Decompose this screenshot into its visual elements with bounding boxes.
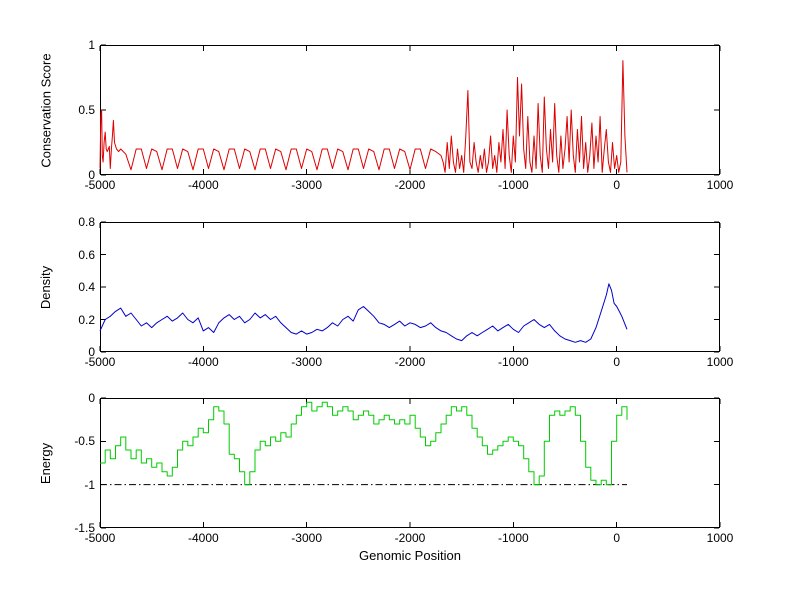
y-tick-label: 0 [88, 391, 95, 405]
subplot-energy: Energy Genomic Position -5000 -4000 -3000 -… [39, 391, 734, 563]
x-tick-label: -5000 [84, 178, 116, 192]
y-tick-label: 0.8 [78, 215, 95, 229]
x-tick-label: 0 [613, 531, 620, 545]
y-tick-label: 0.5 [78, 103, 95, 117]
x-axis-label: Genomic Position [359, 548, 461, 563]
x-tick-label: -1000 [497, 178, 529, 192]
x-tick-label: -5000 [84, 531, 116, 545]
y-tick-label: 0.6 [78, 247, 95, 262]
x-tick-label: -3000 [291, 178, 322, 192]
x-tick-label: 0 [613, 178, 620, 192]
x-tick-label: 1000 [706, 355, 734, 369]
y-tick-label: 0.2 [78, 312, 95, 327]
conservation-y-axis-label-text: Conservation Score [38, 52, 54, 168]
y-tick-label: 0 [88, 168, 95, 182]
density-y-axis-label-text: Density [38, 265, 54, 309]
x-tick-label: -5000 [84, 355, 116, 369]
y-tick-label: -0.5 [74, 434, 95, 449]
subplot-conservation-score: Conservation Score -5000 -4000 -3000 -2000 -… [39, 38, 734, 192]
y-tick-label: 0 [88, 345, 95, 359]
x-tick-label: -1000 [497, 531, 529, 545]
x-tick-label: -4000 [187, 531, 219, 545]
energy-y-axis-label: Energy [26, 398, 66, 528]
energy-plot [99, 397, 721, 529]
x-tick-label: -1000 [497, 355, 529, 369]
energy-y-axis-label-text: Energy [38, 442, 54, 484]
x-tick-label: -4000 [187, 355, 219, 369]
conservation-score-plot [99, 44, 721, 176]
x-tick-label: -4000 [187, 178, 219, 192]
y-tick-label: -1.5 [74, 521, 95, 535]
x-tick-label: -2000 [394, 355, 426, 369]
x-tick-label: 0 [613, 355, 620, 369]
x-tick-label: -3000 [291, 355, 322, 369]
x-tick-label: 1000 [706, 178, 734, 192]
density-plot [99, 221, 721, 353]
subplot-density: Density -5000 -4000 -3000 -2000 -1000 0 1000 0 0… [39, 215, 734, 369]
y-tick-label: 1 [88, 38, 95, 52]
x-tick-label: 1000 [706, 531, 734, 545]
x-tick-label: -3000 [291, 531, 322, 545]
y-tick-label: -1 [84, 477, 95, 492]
y-tick-label: 0.4 [78, 280, 95, 294]
x-tick-label: -2000 [394, 178, 426, 192]
x-tick-label: -2000 [394, 531, 426, 545]
